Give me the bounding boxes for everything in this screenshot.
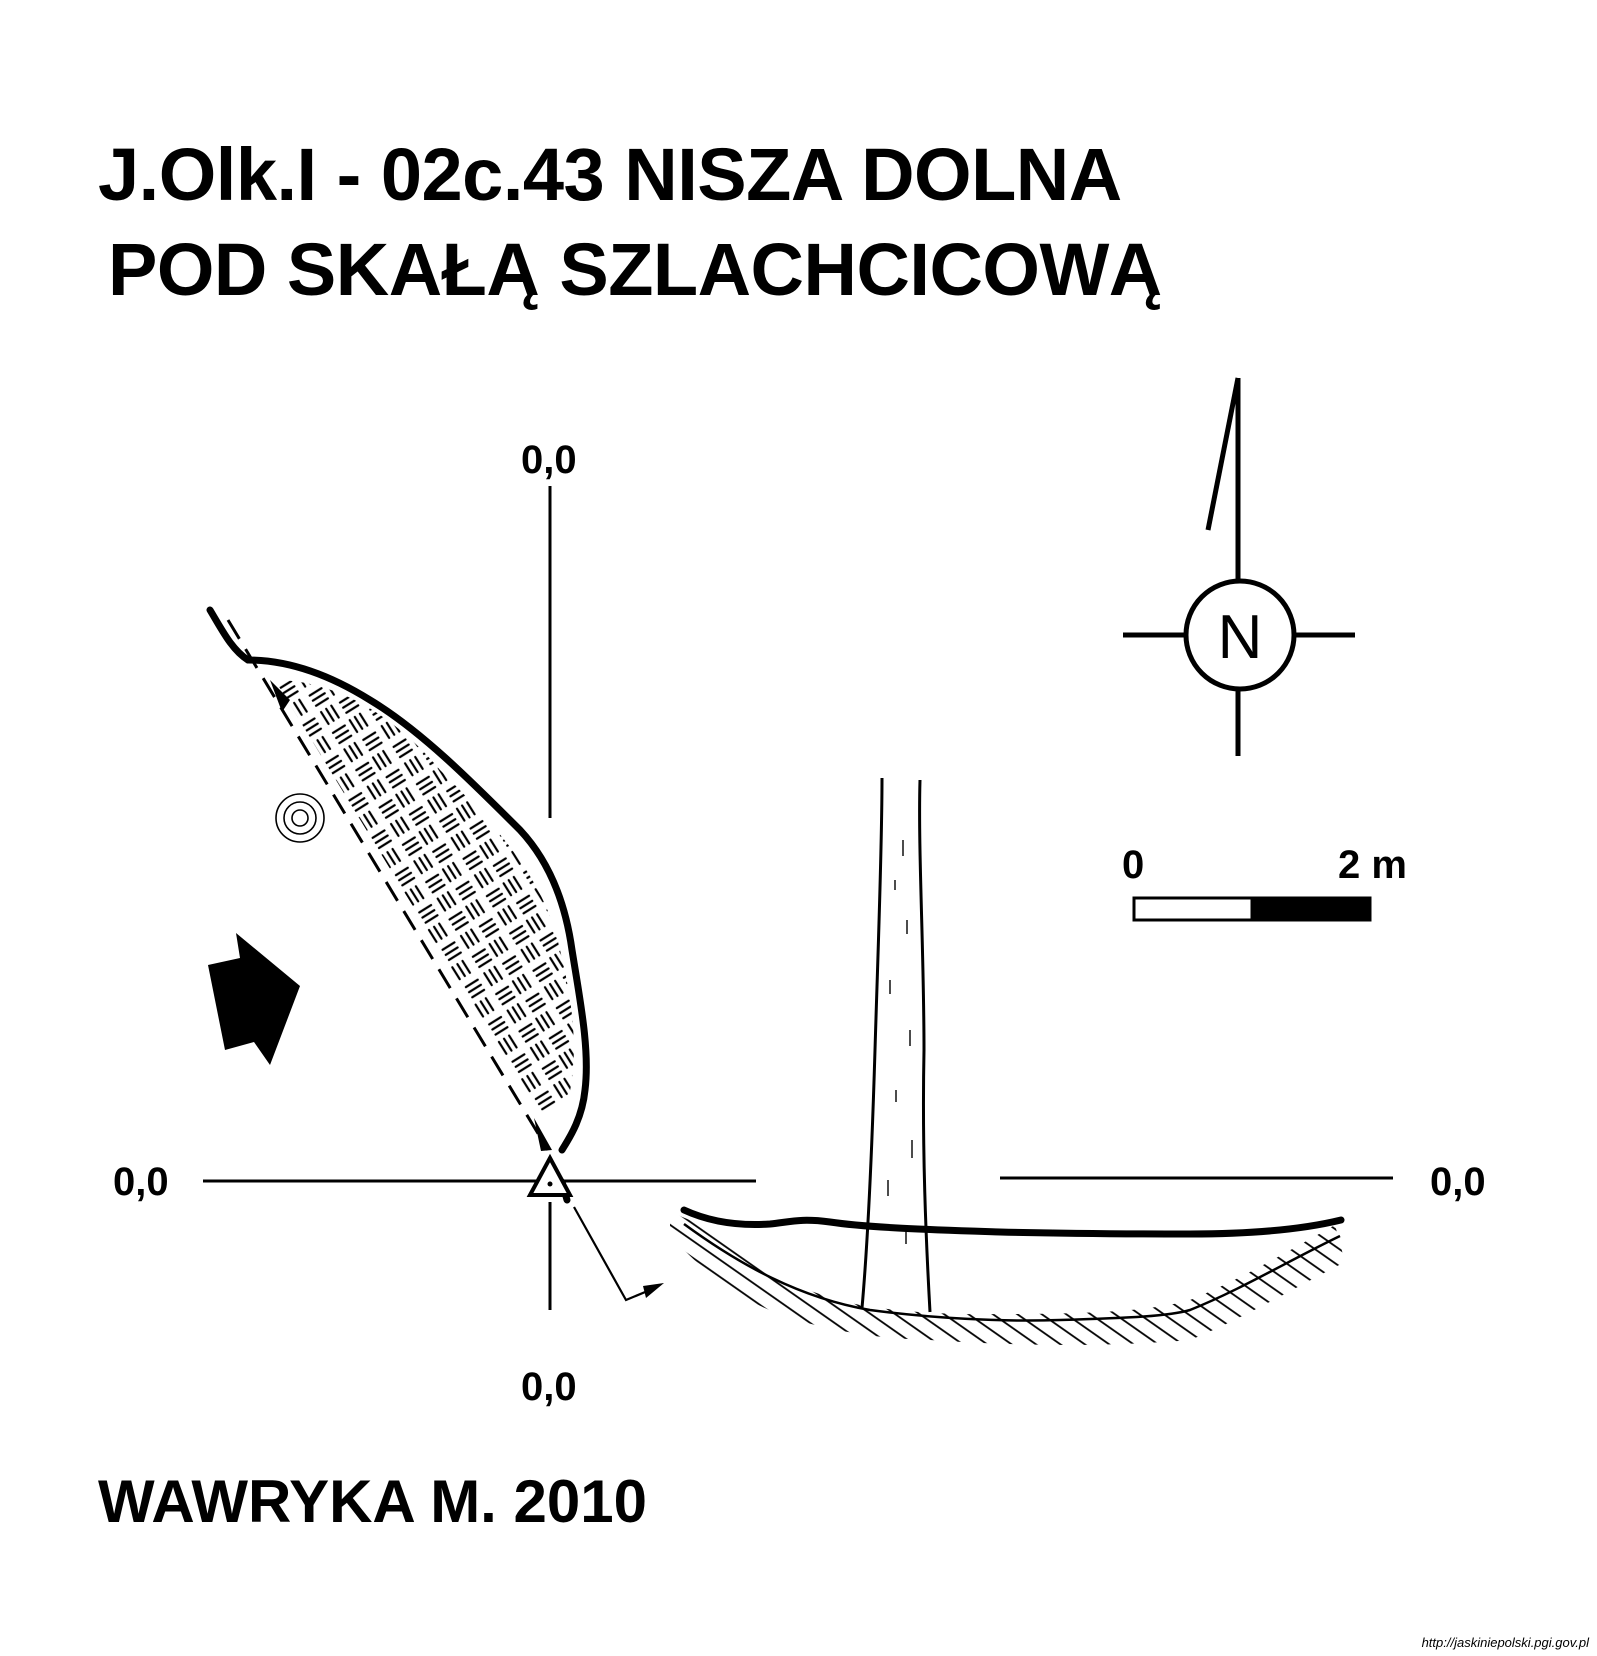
scale-label-end: 2 m (1338, 843, 1407, 887)
author-credit: WAWRYKA M. 2010 (98, 1468, 647, 1535)
dripline-arrow-bottom (534, 1118, 552, 1151)
entrance-direction-arrow-icon (208, 933, 300, 1065)
tree-symbol-icon (275, 793, 325, 843)
tree-trunk (860, 777, 932, 1313)
survey-title-line1: J.Olk.I - 02c.43 NISZA DOLNA (98, 133, 1122, 216)
survey-title-line2: POD SKAŁĄ SZLACHCICOWĄ (108, 228, 1162, 311)
north-letter: N (1218, 603, 1263, 672)
section-link-arrow-icon (573, 1206, 651, 1302)
dripline-arrow-top (270, 680, 290, 712)
niche-sediment-hatch (275, 680, 574, 1115)
section-label-top: 0,0 (521, 438, 577, 482)
cross-section-profile (670, 1206, 1345, 1345)
survey-station-icon (526, 1153, 574, 1197)
source-url: http://jaskiniepolski.pgi.gov.pl (1421, 1635, 1589, 1650)
scale-bar (1132, 896, 1372, 922)
tree-bark-marks (887, 840, 913, 1244)
section-label-bottom: 0,0 (521, 1365, 577, 1409)
scale-label-start: 0 (1122, 843, 1145, 887)
section-label-right: 0,0 (1430, 1160, 1486, 1204)
section-label-left: 0,0 (113, 1160, 169, 1204)
north-arrow-icon (1123, 377, 1355, 756)
niche-rock-wall (206, 606, 590, 1154)
section-link-arrowhead (643, 1283, 664, 1298)
